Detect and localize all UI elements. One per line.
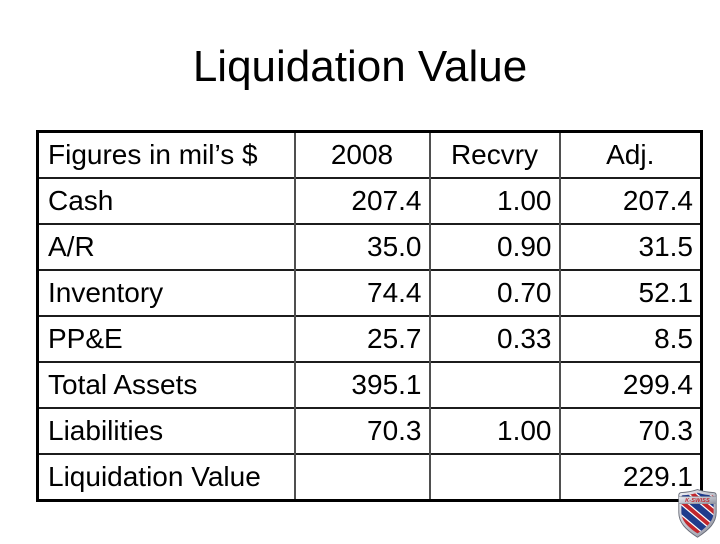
table-row: A/R 35.0 0.90 31.5 <box>36 223 702 270</box>
logo-banner <box>678 496 717 504</box>
table-cell <box>293 453 430 501</box>
k-swiss-logo: K-SWISS <box>677 488 718 539</box>
table-cell: 31.5 <box>558 223 702 270</box>
row-label: Liabilities <box>36 407 295 454</box>
table-cell: 25.7 <box>293 315 430 362</box>
table-cell: 207.4 <box>558 177 702 224</box>
column-header-figures: Figures in mil’s $ <box>36 130 295 178</box>
table-cell: 74.4 <box>293 269 430 316</box>
table-row: PP&E 25.7 0.33 8.5 <box>36 315 702 362</box>
row-label: PP&E <box>36 315 295 362</box>
table-row: Inventory 74.4 0.70 52.1 <box>36 269 702 316</box>
table-cell <box>428 361 560 408</box>
liquidation-table: Figures in mil’s $ 2008 Recvry Adj. Cash… <box>36 130 703 502</box>
table-row: Total Assets 395.1 299.4 <box>36 361 702 408</box>
logo-text: K-SWISS <box>685 498 710 504</box>
row-label: Inventory <box>36 269 295 316</box>
table-cell: 395.1 <box>293 361 430 408</box>
table-cell: 70.3 <box>293 407 430 454</box>
row-label: Liquidation Value <box>36 453 295 501</box>
column-header-2008: 2008 <box>293 130 430 178</box>
table-cell: 35.0 <box>293 223 430 270</box>
column-header-adj: Adj. <box>558 130 702 178</box>
shield-icon: K-SWISS <box>678 489 717 538</box>
column-header-recvry: Recvry <box>428 130 560 178</box>
table-cell: 70.3 <box>558 407 702 454</box>
table-row: Liquidation Value 229.1 <box>36 453 702 501</box>
table-cell: 299.4 <box>558 361 702 408</box>
table-cell: 8.5 <box>558 315 702 362</box>
table-header-row: Figures in mil’s $ 2008 Recvry Adj. <box>36 130 702 178</box>
table-cell: 207.4 <box>293 177 430 224</box>
table-cell: 1.00 <box>428 177 560 224</box>
table-cell <box>428 453 560 501</box>
table-cell: 52.1 <box>558 269 702 316</box>
table-cell: 0.70 <box>428 269 560 316</box>
row-label: A/R <box>36 223 295 270</box>
table-cell: 1.00 <box>428 407 560 454</box>
table-cell: 0.90 <box>428 223 560 270</box>
table-row: Liabilities 70.3 1.00 70.3 <box>36 407 702 454</box>
row-label: Total Assets <box>36 361 295 408</box>
table-cell: 229.1 <box>558 453 702 501</box>
table-cell: 0.33 <box>428 315 560 362</box>
row-label: Cash <box>36 177 295 224</box>
table-row: Cash 207.4 1.00 207.4 <box>36 177 702 224</box>
slide-title: Liquidation Value <box>192 42 528 91</box>
